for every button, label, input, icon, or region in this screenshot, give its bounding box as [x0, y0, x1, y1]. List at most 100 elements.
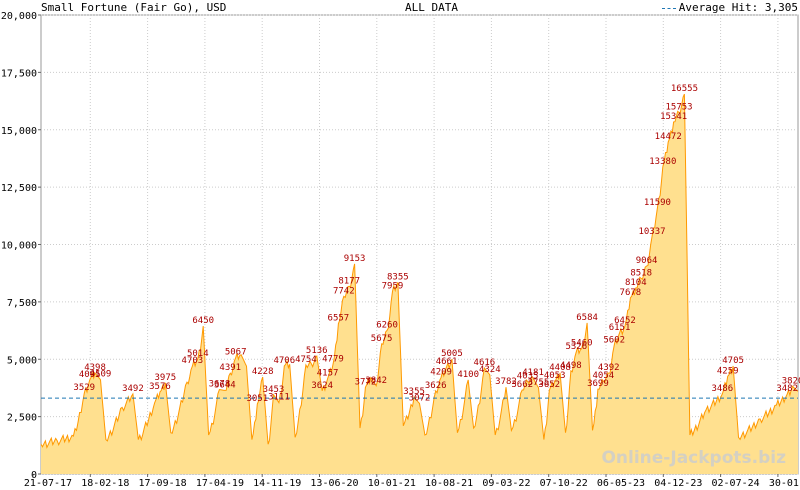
- value-label: 3678: [209, 380, 231, 390]
- x-tick-label: 21-07-17: [24, 478, 72, 489]
- value-label: 5014: [187, 349, 209, 359]
- y-tick-label: 12,500: [1, 183, 37, 194]
- value-label: 4100: [457, 370, 479, 380]
- value-label: 6557: [328, 314, 350, 324]
- value-label: 4053: [544, 371, 566, 381]
- value-label: 4408: [549, 363, 571, 373]
- value-label: 3492: [122, 384, 144, 394]
- value-label: 4498: [560, 361, 582, 371]
- x-axis: 21-07-17 18-02-18 17-09-18 17-04-19 14-11-19…: [24, 474, 800, 489]
- average-swatch: [661, 7, 676, 9]
- value-label: 3486: [711, 384, 733, 394]
- value-label: 5067: [225, 348, 247, 358]
- value-label: 3782: [495, 377, 517, 387]
- value-label: 7678: [620, 288, 642, 298]
- value-label: 3626: [425, 381, 447, 391]
- value-label: 5675: [371, 334, 393, 344]
- value-label: 3576: [149, 382, 171, 392]
- history-area: [41, 94, 798, 474]
- value-label: 3111: [268, 393, 290, 403]
- value-label: 5460: [571, 339, 593, 349]
- value-label: 6450: [192, 316, 214, 326]
- value-label: 3755: [528, 378, 550, 388]
- value-label: 3355: [403, 387, 425, 397]
- watermark: Online-Jackpots.biz: [601, 448, 786, 468]
- chart-title: Small Fortune (Fair Go), USD: [41, 1, 227, 14]
- x-tick-label: 14-11-19: [253, 478, 301, 489]
- value-label: 5602: [603, 335, 625, 345]
- average-label: Average Hit: 3,305: [678, 1, 798, 14]
- value-label: 6452: [614, 316, 636, 326]
- value-label: 8355: [387, 272, 409, 282]
- x-tick-label: 02-07-24: [712, 478, 760, 489]
- value-label: 4754: [295, 355, 317, 365]
- value-label: 5005: [441, 349, 463, 359]
- value-label: 3699: [587, 379, 609, 389]
- value-label: 5136: [306, 346, 328, 356]
- value-label: 3662: [511, 380, 533, 390]
- value-label: 15341: [660, 112, 687, 122]
- x-tick-label: 07-10-22: [540, 478, 588, 489]
- value-label: 9064: [636, 256, 658, 266]
- x-tick-label: 10-01-21: [368, 478, 416, 489]
- x-tick-label: 17-04-19: [196, 478, 244, 489]
- value-label: 3453: [263, 385, 285, 395]
- value-label: 4209: [430, 367, 452, 377]
- x-tick-label: 17-09-18: [139, 478, 187, 489]
- y-tick-label: 15,000: [1, 126, 37, 137]
- value-label: 4391: [219, 363, 241, 373]
- value-label: 6260: [376, 320, 398, 330]
- y-tick-label: 10,000: [1, 241, 37, 252]
- x-tick-label: 06-05-23: [597, 478, 645, 489]
- value-label: 3051: [246, 394, 268, 404]
- value-label: 3652: [538, 380, 560, 390]
- value-label: 4392: [598, 363, 620, 373]
- value-label: 7959: [382, 281, 404, 291]
- value-label: 3482: [776, 384, 798, 394]
- y-tick-label: 2,500: [7, 413, 37, 424]
- x-tick-label: 04-12-23: [654, 478, 702, 489]
- value-label: 4616: [474, 358, 496, 368]
- value-label: 4779: [322, 354, 344, 364]
- value-label: 7742: [333, 286, 355, 296]
- chart-subtitle: ALL DATA: [405, 1, 458, 14]
- value-label: 4661: [436, 357, 458, 367]
- value-label: 3072: [409, 393, 431, 403]
- value-label: 4054: [592, 371, 614, 381]
- y-tick-label: 0: [31, 470, 37, 481]
- value-label: 4706: [273, 356, 295, 366]
- average-legend: Average Hit: 3,305: [661, 1, 798, 14]
- value-label: 4181: [522, 368, 544, 378]
- value-label: 4109: [90, 370, 112, 380]
- y-tick-label: 5,000: [7, 355, 37, 366]
- value-label: 8518: [630, 269, 652, 279]
- value-label: 4703: [182, 356, 204, 366]
- value-label: 4228: [252, 367, 274, 377]
- y-axis: 0 2,500 5,000 7,500 10,000 12,500 15,000 17,500…: [1, 11, 41, 481]
- value-label: 10337: [638, 227, 665, 237]
- value-label: 8177: [338, 276, 360, 286]
- x-tick-label: 18-02-18: [81, 478, 129, 489]
- value-label: 3772: [355, 377, 377, 387]
- value-label: 16555: [671, 84, 698, 94]
- value-label: 5326: [565, 342, 587, 352]
- value-label: 8104: [625, 278, 647, 288]
- value-label: 6151: [609, 323, 631, 333]
- value-label: 4705: [722, 356, 744, 366]
- value-label: 4035: [517, 371, 539, 381]
- value-label: 4095: [79, 370, 101, 380]
- value-label: 4324: [479, 365, 501, 375]
- value-label: 6584: [576, 313, 598, 323]
- value-label: 14472: [655, 132, 682, 142]
- x-tick-label: 09-03-22: [482, 478, 530, 489]
- history-line: [40, 93, 799, 449]
- value-label: 3975: [155, 373, 177, 383]
- value-label: 15753: [665, 102, 692, 112]
- x-tick-label: 13-06-20: [310, 478, 358, 489]
- value-label: 11590: [644, 198, 671, 208]
- value-label: 3529: [73, 383, 95, 393]
- value-label: 4157: [317, 369, 339, 379]
